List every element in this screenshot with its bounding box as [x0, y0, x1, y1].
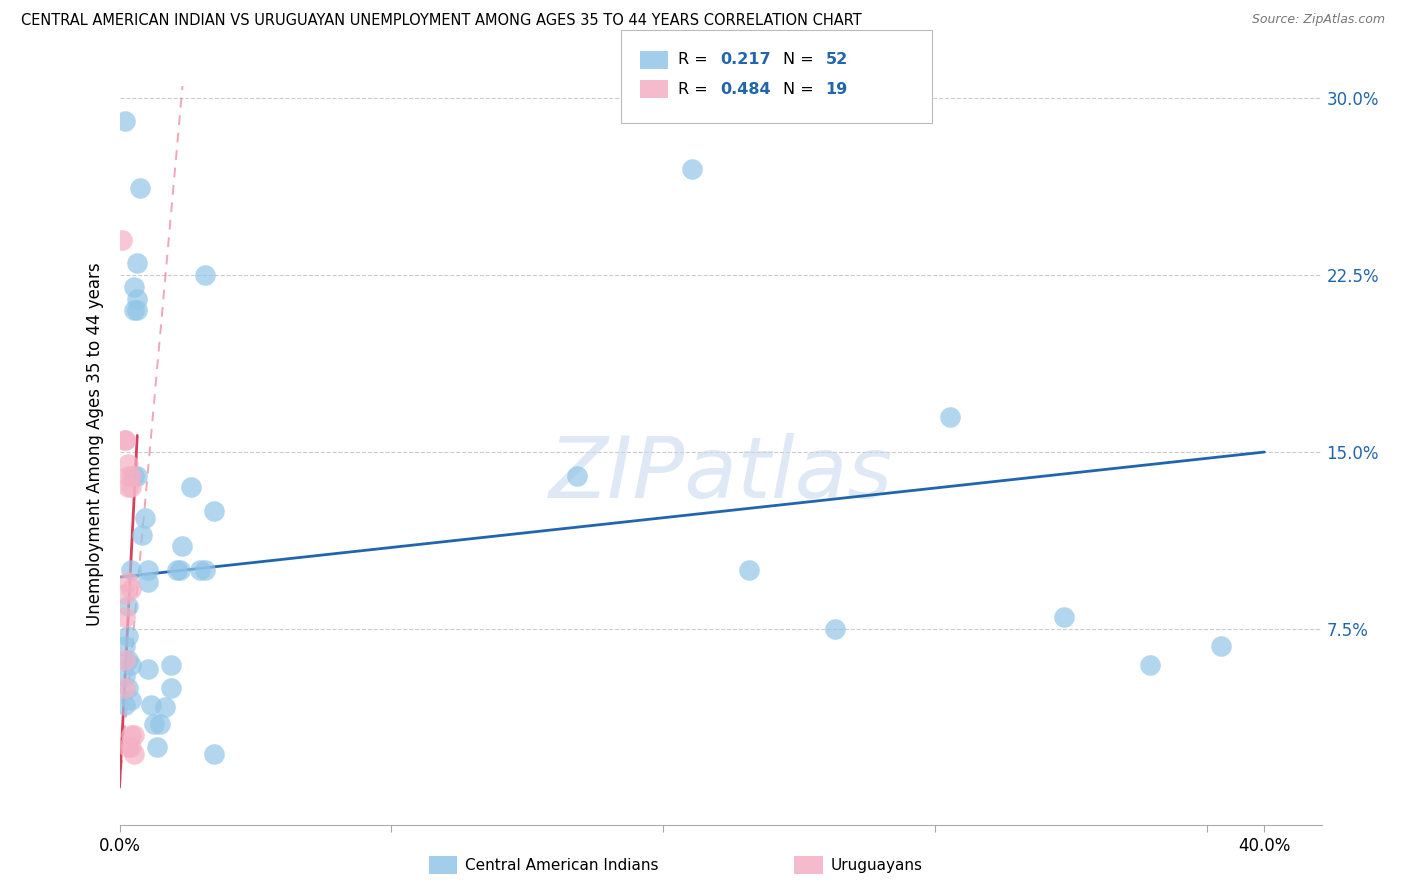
Point	[128, 180, 150, 194]
Point	[145, 740, 167, 755]
Point	[169, 563, 191, 577]
Point	[139, 698, 162, 712]
Y-axis label: Unemployment Among Ages 35 to 44 years: Unemployment Among Ages 35 to 44 years	[86, 262, 104, 625]
Point	[136, 574, 159, 589]
Point	[122, 728, 145, 742]
Text: R =: R =	[678, 53, 713, 67]
Point	[131, 527, 153, 541]
Point	[122, 747, 145, 762]
Point	[824, 622, 846, 636]
Point	[134, 511, 156, 525]
Text: CENTRAL AMERICAN INDIAN VS URUGUAYAN UNEMPLOYMENT AMONG AGES 35 TO 44 YEARS CORR: CENTRAL AMERICAN INDIAN VS URUGUAYAN UNE…	[21, 13, 862, 29]
Point	[117, 740, 139, 755]
Point	[738, 563, 761, 577]
Point	[1211, 639, 1233, 653]
Point	[160, 681, 183, 695]
Point	[117, 480, 139, 494]
Point	[114, 681, 136, 695]
Point	[111, 233, 134, 247]
Point	[120, 563, 142, 577]
Point	[114, 698, 136, 712]
Point	[194, 563, 217, 577]
Point	[120, 480, 142, 494]
Point	[120, 657, 142, 672]
Point	[125, 292, 148, 306]
Point	[120, 728, 142, 742]
Text: 0.217: 0.217	[720, 53, 770, 67]
Point	[120, 468, 142, 483]
Text: Central American Indians: Central American Indians	[465, 858, 659, 872]
Point	[136, 563, 159, 577]
Point	[194, 268, 217, 282]
Point	[155, 700, 177, 714]
Text: N =: N =	[783, 53, 820, 67]
Point	[1139, 657, 1161, 672]
Text: 19: 19	[825, 82, 848, 96]
Point	[117, 457, 139, 471]
Point	[567, 468, 589, 483]
Point	[125, 468, 148, 483]
Point	[120, 582, 142, 596]
Point	[120, 740, 142, 755]
Point	[114, 639, 136, 653]
Point	[136, 662, 159, 676]
Point	[117, 629, 139, 643]
Point	[202, 504, 225, 518]
Point	[166, 563, 188, 577]
Point	[114, 587, 136, 601]
Point	[125, 303, 148, 318]
Point	[117, 599, 139, 613]
Point	[188, 563, 211, 577]
Point	[938, 409, 960, 424]
Point	[180, 480, 202, 494]
Text: R =: R =	[678, 82, 713, 96]
Point	[202, 747, 225, 762]
Point	[114, 653, 136, 667]
Text: N =: N =	[783, 82, 820, 96]
Point	[114, 669, 136, 683]
Point	[125, 256, 148, 270]
Point	[122, 279, 145, 293]
Point	[114, 434, 136, 448]
Point	[122, 468, 145, 483]
Point	[142, 716, 165, 731]
Point	[114, 114, 136, 128]
Text: Source: ZipAtlas.com: Source: ZipAtlas.com	[1251, 13, 1385, 27]
Point	[114, 610, 136, 624]
Point	[160, 657, 183, 672]
Point	[114, 434, 136, 448]
Point	[117, 681, 139, 695]
Point	[120, 693, 142, 707]
Point	[117, 468, 139, 483]
Text: 0.484: 0.484	[720, 82, 770, 96]
Point	[122, 303, 145, 318]
Text: 52: 52	[825, 53, 848, 67]
Text: Uruguayans: Uruguayans	[831, 858, 922, 872]
Point	[117, 653, 139, 667]
Point	[149, 716, 172, 731]
Point	[1053, 610, 1076, 624]
Point	[172, 540, 194, 554]
Text: ZIPatlas: ZIPatlas	[548, 433, 893, 516]
Point	[681, 161, 703, 176]
Point	[117, 574, 139, 589]
